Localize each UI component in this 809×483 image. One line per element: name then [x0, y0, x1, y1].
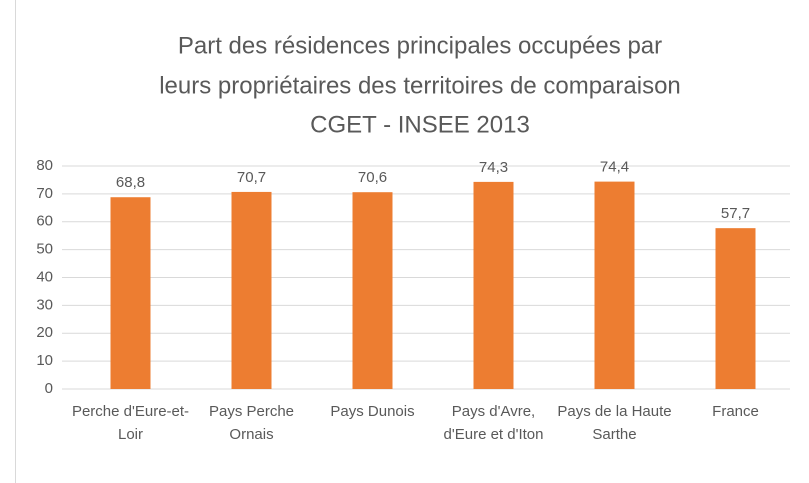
x-tick-label: France — [712, 403, 759, 420]
bar — [594, 181, 635, 389]
y-tick-label: 10 — [36, 352, 53, 369]
value-label: 70,6 — [358, 169, 387, 186]
y-tick-label: 80 — [36, 157, 53, 174]
value-label: 74,4 — [600, 159, 629, 176]
bar — [473, 181, 514, 389]
x-tick-label: Pays Perche Ornais — [208, 403, 295, 443]
x-tick-label: Pays de la Haute Sarthe — [557, 403, 672, 443]
value-label: 57,7 — [721, 205, 750, 222]
y-tick-label: 20 — [36, 324, 53, 341]
bar — [715, 228, 756, 389]
y-tick-label: 70 — [36, 185, 53, 202]
bar — [110, 197, 151, 389]
chart-title: Part des résidences principales occupées… — [178, 32, 662, 59]
chart-title: leurs propriétaires des territoires de c… — [159, 72, 681, 99]
bar — [231, 191, 272, 389]
value-label: 74,3 — [479, 159, 508, 176]
y-tick-label: 40 — [36, 268, 53, 285]
y-tick-label: 60 — [36, 213, 53, 230]
y-tick-label: 0 — [45, 380, 53, 397]
value-label: 68,8 — [116, 174, 145, 191]
y-tick-label: 30 — [36, 296, 53, 313]
chart-title: CGET - INSEE 2013 — [310, 111, 530, 138]
chart-border — [15, 0, 16, 483]
bar — [352, 192, 393, 389]
x-tick-label: Pays d'Avre, d'Eure et d'Iton — [443, 403, 544, 443]
x-tick-label: Perche d'Eure-et-Loir — [71, 403, 190, 443]
x-tick-label: Pays Dunois — [330, 403, 415, 420]
value-label: 70,7 — [237, 169, 266, 186]
y-tick-label: 50 — [36, 241, 53, 258]
